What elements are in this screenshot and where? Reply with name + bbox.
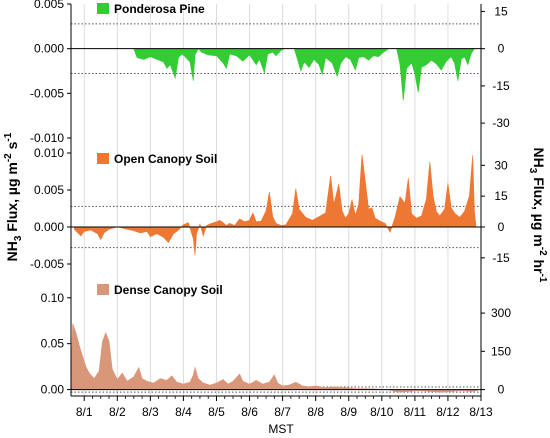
panel-ponderosa-pine: Ponderosa Pine 0.005 0.000 -0.005 -0.010 15…	[30, 0, 510, 145]
panel-1-left-tick-label-1: 0.000	[34, 42, 64, 56]
panel-3-right-tick-label-1: 150	[491, 344, 511, 358]
panel-2-right-tick-label-1: 15	[494, 189, 508, 203]
panel-2-right-tick-label-0: 30	[494, 158, 508, 172]
x-tick-label-9: 8/10	[370, 405, 394, 419]
x-tick-label-2: 8/3	[142, 405, 159, 419]
x-tick-label-11: 8/12	[436, 405, 460, 419]
x-tick-label-4: 8/5	[208, 405, 225, 419]
panel-3-left-tick-label-2: 0.00	[41, 383, 65, 397]
panel-1-right-tick-label-0: 15	[494, 4, 508, 18]
chart-frame	[70, 4, 482, 397]
panel-2-series	[71, 154, 481, 256]
panel-3-area	[70, 323, 478, 393]
panel-2-left-tick-label-3: -0.005	[30, 257, 64, 271]
panel-2-area	[74, 154, 477, 256]
panel-2-right-tick-label-3: -15	[492, 251, 510, 265]
x-axis-label: MST	[268, 422, 294, 436]
panel-open-canopy-soil: Open Canopy Soil 0.010 0.005 0.000 -0.005 3…	[30, 146, 510, 271]
panel-3-series	[70, 323, 481, 393]
x-tick-label-7: 8/8	[307, 405, 324, 419]
left-y-axis-title: NH3 Flux, µg m-2 s-1	[3, 132, 24, 261]
x-tick-label-8: 8/9	[340, 405, 357, 419]
panel-3-left-axis: 0.10 0.05 0.00	[41, 291, 71, 397]
panel-1-left-tick-label-3: -0.010	[30, 131, 64, 145]
panel-3-legend-label: Dense Canopy Soil	[114, 283, 223, 297]
panel-2-right-tick-label-2: 0	[498, 220, 505, 234]
panel-2-left-tick-label-1: 0.005	[34, 183, 64, 197]
panel-1-right-tick-label-3: -30	[492, 116, 510, 130]
panel-2-left-tick-label-2: 0.000	[34, 220, 64, 234]
x-tick-label-5: 8/6	[241, 405, 258, 419]
panel-2-left-tick-label-0: 0.010	[34, 146, 64, 160]
panel-1-legend-swatch	[97, 3, 109, 14]
panel-1-series	[71, 48, 481, 101]
x-tick-label-1: 8/2	[109, 405, 126, 419]
panel-dense-canopy-soil: Dense Canopy Soil 0.10 0.05 0.00 300 150 0	[41, 283, 512, 397]
panel-3-right-tick-label-0: 300	[491, 306, 511, 320]
panel-2-right-axis: 30 15 0 -15	[481, 158, 510, 265]
panel-1-left-axis: 0.005 0.000 -0.005 -0.010	[30, 0, 71, 145]
panel-1-right-tick-label-2: -15	[492, 79, 510, 93]
panel-3-left-tick-label-1: 0.05	[41, 337, 65, 351]
right-y-axis-title: NH3 Flux, µg m-2 hr-1	[527, 148, 548, 283]
panel-3-legend-swatch	[97, 284, 109, 295]
x-tick-label-3: 8/4	[175, 405, 192, 419]
panel-3-right-tick-label-2: 0	[498, 383, 505, 397]
panel-1-area	[133, 48, 475, 101]
x-tick-label-10: 8/11	[404, 405, 427, 419]
x-tick-label-12: 8/13	[469, 405, 493, 419]
x-tick-label-6: 8/7	[274, 405, 291, 419]
panel-3-left-tick-label-0: 0.10	[41, 291, 65, 305]
panel-1-right-tick-label-1: 0	[498, 42, 505, 56]
x-tick-label-0: 8/1	[76, 405, 93, 419]
panel-1-left-tick-label-0: 0.005	[34, 0, 64, 11]
panel-1-legend-label: Ponderosa Pine	[114, 2, 205, 16]
panel-2-left-axis: 0.010 0.005 0.000 -0.005	[30, 146, 71, 271]
panel-1-left-tick-label-2: -0.005	[30, 86, 64, 100]
panel-2-legend-label: Open Canopy Soil	[114, 152, 217, 166]
panel-3-right-axis: 300 150 0	[481, 306, 511, 397]
panel-2-legend-swatch	[97, 153, 109, 164]
panel-1-right-axis: 15 0 -15 -30	[481, 4, 510, 130]
